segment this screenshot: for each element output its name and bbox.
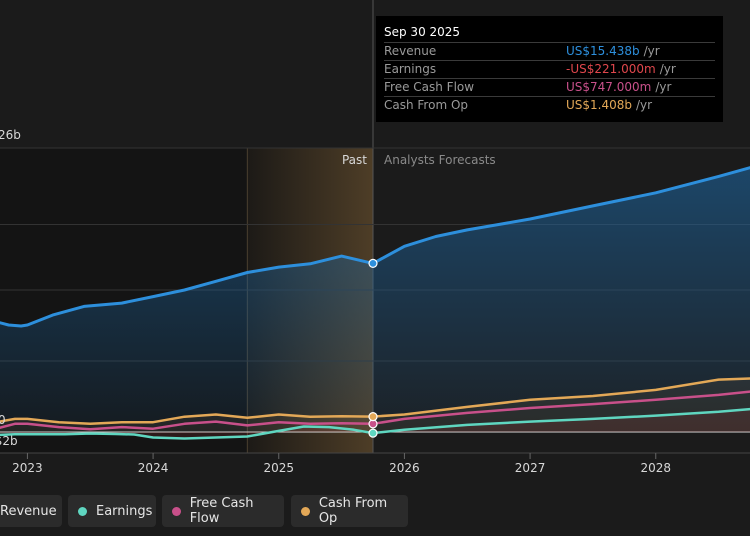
tooltip-unit: /yr xyxy=(659,62,676,76)
x-tick-label: 2026 xyxy=(389,461,420,475)
tooltip-value: US$1.408b xyxy=(566,98,633,112)
legend-label: Revenue xyxy=(0,503,57,519)
tooltip-label: Revenue xyxy=(384,44,437,58)
tooltip-row-revenue: Revenue US$15.438b /yr xyxy=(384,42,715,60)
x-tick-label: 2028 xyxy=(640,461,671,475)
tooltip-row-earnings: Earnings -US$221.000m /yr xyxy=(384,60,715,78)
cash-from-op-line xyxy=(0,377,750,426)
past-label: Past xyxy=(342,153,367,167)
tooltip-unit: /yr xyxy=(643,44,660,58)
legend-label: Free Cash Flow xyxy=(189,496,254,526)
free-cash-flow-line xyxy=(0,390,750,431)
legend-item-earnings[interactable]: Earnings xyxy=(68,495,156,527)
revenue-area xyxy=(0,167,750,439)
earnings-line xyxy=(0,407,750,440)
tooltip-value: US$15.438b xyxy=(566,44,640,58)
earnings-area-fill xyxy=(0,409,750,439)
x-tick-label: 2025 xyxy=(263,461,294,475)
tooltip-label: Free Cash Flow xyxy=(384,80,475,94)
revenue-area-fill xyxy=(0,167,750,432)
x-tick-label: 2027 xyxy=(515,461,546,475)
tooltip-date: Sep 30 2025 xyxy=(384,25,461,39)
tooltip-markers xyxy=(368,258,378,438)
y-tick-label: -US$2b xyxy=(0,434,18,448)
forecast-label: Analysts Forecasts xyxy=(384,153,496,167)
tooltip-row-free-cash-flow: Free Cash Flow US$747.000m /yr xyxy=(384,78,715,96)
tooltip-value: US$747.000m xyxy=(566,80,652,94)
tooltip-row-cash-from-op: Cash From Op US$1.408b /yr xyxy=(384,96,715,114)
legend-dot-icon xyxy=(172,506,181,516)
legend-label: Cash From Op xyxy=(318,496,388,526)
tooltip: Sep 30 2025 Revenue US$15.438b /yr Earni… xyxy=(376,16,723,122)
earnings-marker xyxy=(368,428,378,438)
cash-from-op-marker xyxy=(368,412,378,422)
series-lines xyxy=(0,166,750,440)
revenue-marker xyxy=(368,258,378,268)
y-tick-label: US$26b xyxy=(0,128,21,142)
tooltip-label: Cash From Op xyxy=(384,98,469,112)
legend-item-free-cash-flow[interactable]: Free Cash Flow xyxy=(162,495,284,527)
legend-dot-icon xyxy=(301,506,310,516)
cash-from-op-area-fill xyxy=(0,378,750,432)
y-tick-label: US$0 xyxy=(0,413,6,427)
legend-label: Earnings xyxy=(96,503,153,519)
legend-item-revenue[interactable]: Revenue xyxy=(0,495,62,527)
tooltip-unit: /yr xyxy=(655,80,672,94)
x-tick-label: 2023 xyxy=(12,461,43,475)
tooltip-label: Earnings xyxy=(384,62,437,76)
axes: US$26b US$0 -US$2b 2023 2024 2025 2026 2027 2028 xyxy=(0,128,671,475)
revenue-line xyxy=(0,166,750,328)
x-tick-label: 2024 xyxy=(138,461,169,475)
tooltip-value: -US$221.000m xyxy=(566,62,656,76)
legend-item-cash-from-op[interactable]: Cash From Op xyxy=(291,495,408,527)
tooltip-unit: /yr xyxy=(636,98,653,112)
legend-dot-icon xyxy=(78,506,87,516)
